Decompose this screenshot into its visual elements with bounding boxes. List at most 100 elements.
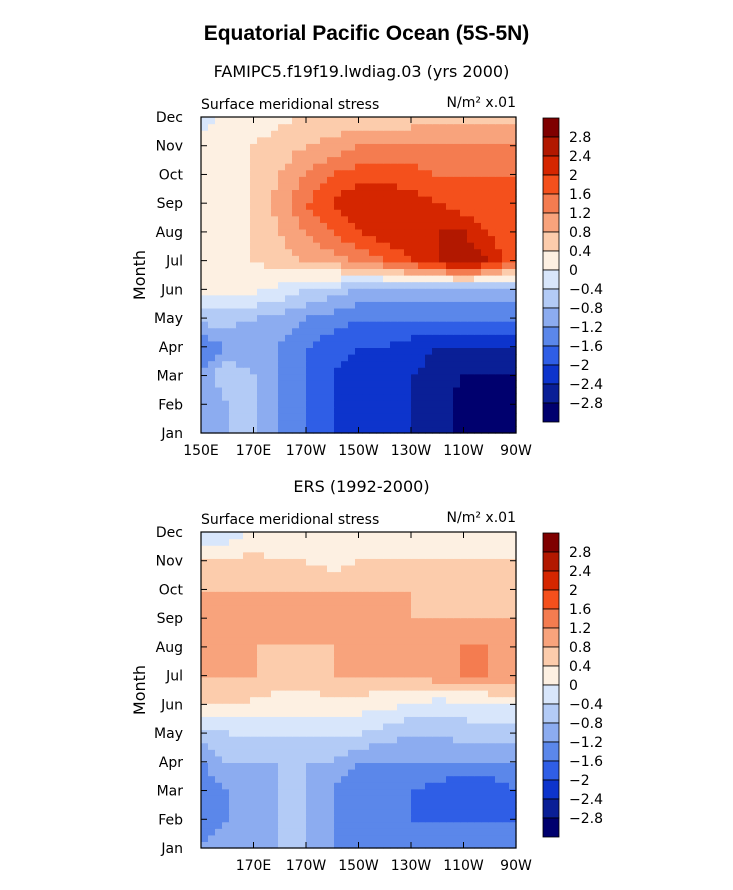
heatmap-cell (481, 742, 489, 750)
heatmap-cell (481, 248, 489, 256)
heatmap-cell (348, 769, 356, 777)
colorbar-label: −1.6 (569, 754, 603, 770)
heatmap-cell (292, 419, 300, 428)
heatmap-cell (502, 709, 510, 717)
heatmap-cell (264, 532, 272, 540)
heatmap-cell (264, 782, 272, 790)
heatmap-cell (201, 268, 209, 276)
heatmap-cell (334, 393, 342, 401)
heatmap-cell (369, 228, 377, 237)
heatmap-cell (411, 571, 419, 579)
heatmap-cell (243, 163, 251, 171)
heatmap-cell (222, 406, 230, 414)
heatmap-cell (243, 367, 251, 375)
heatmap-cell (341, 591, 349, 599)
heatmap-cell (243, 143, 251, 151)
heatmap-cell (488, 828, 496, 836)
heatmap-cell (509, 808, 517, 816)
heatmap-cell (502, 597, 510, 606)
heatmap-cell (411, 255, 419, 263)
heatmap-cell (306, 334, 314, 342)
heatmap-cell (320, 228, 328, 237)
heatmap-cell (369, 683, 377, 691)
heatmap-cell (355, 762, 363, 770)
heatmap-cell (362, 828, 370, 836)
heatmap-cell (278, 564, 286, 573)
heatmap-cell (236, 393, 244, 401)
heatmap-cell (313, 149, 321, 158)
heatmap-cell (502, 413, 510, 421)
heatmap-cell (460, 637, 468, 645)
heatmap-cell (376, 571, 384, 579)
heatmap-cell (334, 795, 342, 803)
heatmap-cell (215, 722, 223, 731)
heatmap-cell (320, 248, 328, 256)
heatmap-cell (432, 294, 440, 302)
heatmap-cell (215, 617, 223, 625)
heatmap-cell (243, 578, 251, 586)
heatmap-cell (215, 611, 223, 619)
heatmap-cell (327, 327, 335, 335)
heatmap-cell (327, 762, 335, 770)
heatmap-cell (243, 670, 251, 678)
heatmap-cell (292, 755, 300, 764)
heatmap-cell (327, 176, 335, 184)
heatmap-cell (467, 841, 475, 849)
heatmap-cell (229, 597, 237, 606)
heatmap-cell (446, 334, 454, 342)
heatmap-cell (250, 143, 258, 151)
heatmap-cell (285, 834, 293, 843)
heatmap-cell (215, 275, 223, 283)
heatmap-cell (446, 123, 454, 131)
heatmap-cell (439, 571, 447, 579)
colorbar-label: −2.4 (569, 792, 603, 808)
heatmap-cell (460, 248, 468, 256)
heatmap-cell (355, 716, 363, 724)
heatmap-cell (327, 235, 335, 243)
heatmap-cell (397, 288, 405, 296)
heatmap-cell (425, 808, 433, 816)
heatmap-cell (327, 354, 335, 362)
heatmap-cell (418, 301, 426, 309)
heatmap-cell (355, 630, 363, 638)
heatmap-cell (341, 426, 349, 434)
heatmap-cell (488, 182, 496, 191)
heatmap-cell (299, 821, 307, 829)
heatmap-cell (404, 663, 412, 671)
heatmap-cell (446, 426, 454, 434)
heatmap-cell (355, 367, 363, 375)
heatmap-cell (208, 532, 216, 540)
heatmap-cell (439, 696, 447, 704)
x-tick-label: 150W (338, 443, 379, 459)
heatmap-cell (257, 275, 265, 283)
heatmap-cell (355, 189, 363, 197)
heatmap-cell (208, 617, 216, 625)
heatmap-cell (341, 163, 349, 171)
heatmap-cell (271, 163, 279, 171)
heatmap-cell (502, 419, 510, 428)
heatmap-cell (460, 413, 468, 421)
heatmap-cell (271, 545, 279, 553)
heatmap-cell (432, 327, 440, 335)
heatmap-cell (383, 163, 391, 171)
heatmap-cell (257, 703, 265, 711)
heatmap-cell (278, 268, 286, 276)
heatmap-cell (355, 742, 363, 750)
heatmap-cell (411, 367, 419, 375)
heatmap-cell (208, 136, 216, 144)
heatmap-cell (495, 196, 503, 204)
heatmap-cell (390, 801, 398, 810)
heatmap-cell (299, 314, 307, 322)
heatmap-cell (453, 347, 461, 355)
heatmap-cell (201, 327, 209, 335)
heatmap-cell (320, 393, 328, 401)
heatmap-cell (292, 373, 300, 381)
heatmap-cell (383, 657, 391, 665)
heatmap-cell (446, 597, 454, 606)
heatmap-cell (208, 571, 216, 579)
colorbar-label: 2.4 (569, 149, 591, 165)
heatmap-cell (236, 327, 244, 335)
heatmap-cell (446, 841, 454, 849)
heatmap-cell (502, 373, 510, 381)
heatmap-cell (362, 307, 370, 316)
